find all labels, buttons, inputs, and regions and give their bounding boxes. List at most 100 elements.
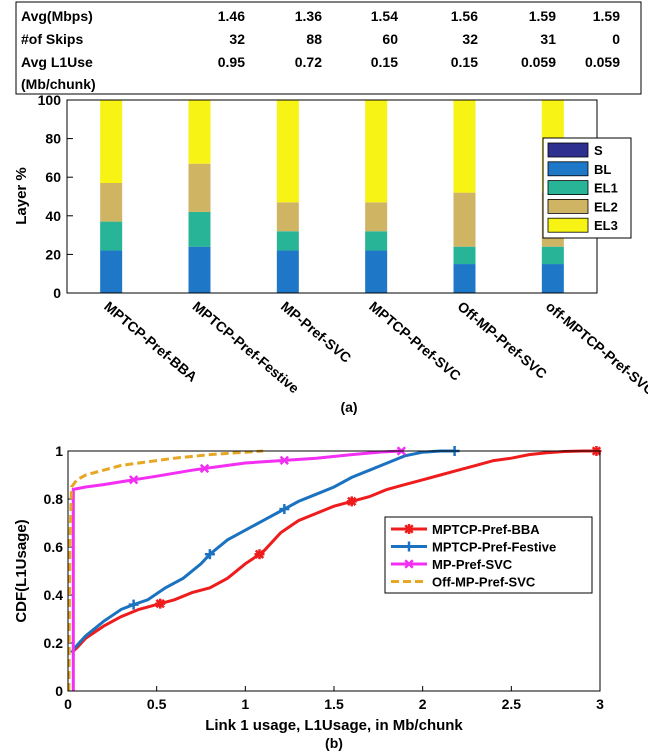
- chart-b-marker: [128, 475, 139, 485]
- chart-a-legend-label: EL3: [594, 218, 618, 233]
- chart-a-bars: [100, 100, 564, 293]
- stats-cell: 32: [229, 31, 245, 47]
- chart-b-legend-label: MP-Pref-SVC: [432, 557, 513, 572]
- chart-a-bar-segment: [188, 246, 211, 293]
- chart-a-bar-segment: [365, 100, 388, 203]
- chart-a-bar-segment: [453, 192, 476, 247]
- chart-a-bar-segment: [276, 100, 299, 203]
- chart-b-xtick-label: 3: [596, 696, 604, 712]
- chart-b-marker: [155, 599, 165, 609]
- chart-a-legend-swatch: [547, 180, 589, 196]
- chart-a-ticks: 0 20 40 60 80 100: [38, 92, 554, 301]
- stats-cell: 1.59: [593, 8, 620, 24]
- chart-a-bar-segment: [188, 100, 211, 164]
- chart-a-legend: S BL EL1 EL2 EL3: [542, 137, 632, 239]
- chart-a-legend-swatch: [547, 198, 589, 214]
- chart-a-legend-label: BL: [594, 162, 611, 177]
- chart-b-legend: MPTCP-Pref-BBA MPTCP-Pref-Festive MP-Pref-…: [384, 516, 593, 594]
- chart-b-xtick-label: 0: [64, 696, 72, 712]
- chart-a-legend-label: S: [594, 143, 603, 158]
- chart-b-xlabel: Link 1 usage, L1Usage, in Mb/chunk: [205, 717, 463, 734]
- stats-cell: 0.72: [295, 54, 322, 70]
- chart-b-marker: [404, 524, 414, 534]
- stats-cell: 1.46: [218, 8, 245, 24]
- stats-cell: 1.59: [529, 8, 556, 24]
- chart-a-bar-segment: [365, 231, 388, 251]
- chart-a-bar-segment: [276, 250, 299, 293]
- stats-cell: 32: [462, 31, 478, 47]
- chart-a-bar-segment: [541, 246, 564, 265]
- chart-a-bar-segment: [276, 202, 299, 232]
- chart-b-legend-label: MPTCP-Pref-BBA: [432, 522, 540, 537]
- chart-a-bar-segment: [541, 264, 564, 293]
- chart-a-category-label: MP-Pref-SVC: [278, 298, 354, 366]
- stats-cell: 60: [382, 31, 398, 47]
- chart-a-bar-segment: [453, 264, 476, 293]
- chart-a-ytick-label: 20: [45, 246, 61, 262]
- chart-a-legend-swatch: [547, 217, 589, 233]
- chart-b-lines: [67, 446, 602, 692]
- chart-b-marker: [199, 463, 210, 474]
- chart-b-marker: [279, 455, 289, 465]
- chart-b-marker: [254, 549, 265, 559]
- stats-cell: 0.059: [521, 54, 556, 70]
- chart-a-bar-segment: [100, 100, 123, 183]
- stats-table: Avg(Mbps) #of Skips Avg L1Use (Mb/chunk) 1.4…: [15, 1, 642, 95]
- chart-a-ytick-label: 40: [45, 208, 61, 224]
- chart-b-ytick-label: 0.8: [44, 491, 64, 507]
- chart-b-series-line: [70, 449, 597, 654]
- chart-a-bar-segment: [453, 246, 476, 265]
- chart-a-axes-box: [66, 99, 598, 294]
- chart-b-ytick-label: 0.4: [44, 587, 64, 603]
- chart-a-ylabel: Layer %: [13, 167, 30, 225]
- chart-b-marker: [347, 496, 357, 507]
- stats-row-label: (Mb/chunk): [21, 76, 96, 92]
- chart-a-bar-segment: [100, 221, 123, 251]
- chart-a-category-label: MPTCP-Pref-BBA: [101, 298, 200, 385]
- chart-a-bar-segment: [365, 250, 388, 293]
- chart-a-bar-segment: [100, 250, 123, 293]
- stats-cell: 0.95: [218, 54, 245, 70]
- chart-a-legend-swatch: [547, 142, 589, 158]
- chart-a-bar-segment: [453, 100, 476, 193]
- chart-b-ylabel: CDF(L1Usage): [13, 519, 30, 622]
- chart-a-caption: (a): [340, 399, 357, 415]
- stats-row-label: Avg L1Use: [21, 54, 93, 70]
- chart-a-category-label: off-MPTCP-Pref-SVC: [543, 298, 648, 398]
- chart-b-ytick-label: 1: [55, 443, 63, 459]
- chart-b-ytick-label: 0.6: [44, 539, 64, 555]
- chart-b-legend-label: Off-MP-Pref-SVC: [432, 575, 536, 590]
- chart-a-legend-label: EL2: [594, 199, 618, 214]
- chart-a-bar-segment: [100, 182, 123, 222]
- stats-cell: 1.36: [295, 8, 322, 24]
- chart-a-ytick-label: 100: [38, 92, 62, 108]
- chart-b-xtick-label: 0.5: [147, 696, 167, 712]
- chart-a-bar-segment: [188, 211, 211, 247]
- chart-b-ticks: 0 0.5 1 1.5 2 2.5 3 0 0.2 0.4 0.6 0.8 1: [44, 443, 605, 712]
- chart-a-ytick-label: 0: [53, 285, 61, 301]
- chart-b-series-line: [67, 449, 264, 692]
- chart-b-ytick-label: 0.2: [44, 635, 64, 651]
- stats-cell: 0.059: [585, 54, 620, 70]
- chart-b-xtick-label: 1.5: [324, 696, 344, 712]
- chart-a-bar-segment: [276, 231, 299, 251]
- stats-cell: 0: [612, 31, 620, 47]
- stats-rows: Avg(Mbps) #of Skips Avg L1Use (Mb/chunk) 1.4…: [21, 8, 620, 92]
- chart-a-legend-swatch: [547, 161, 589, 177]
- stats-cell: 0.15: [371, 54, 398, 70]
- chart-b-xtick-label: 2.5: [502, 696, 522, 712]
- stats-row-label: Avg(Mbps): [21, 8, 93, 24]
- stats-cell: 31: [540, 31, 556, 47]
- chart-a-category-label: Off-MP-Pref-SVC: [455, 298, 550, 382]
- chart-a-bar-segment: [188, 163, 211, 212]
- chart-b-legend-label: MPTCP-Pref-Festive: [432, 540, 556, 555]
- chart-b-xtick-label: 2: [419, 696, 427, 712]
- chart-b-series-line: [70, 449, 455, 654]
- stats-cell: 0.15: [451, 54, 478, 70]
- chart-a-bar-segment: [365, 202, 388, 232]
- chart-b-caption: (b): [325, 735, 343, 751]
- chart-b-axes-box: [67, 450, 601, 692]
- chart-a-legend-label: EL1: [594, 181, 618, 196]
